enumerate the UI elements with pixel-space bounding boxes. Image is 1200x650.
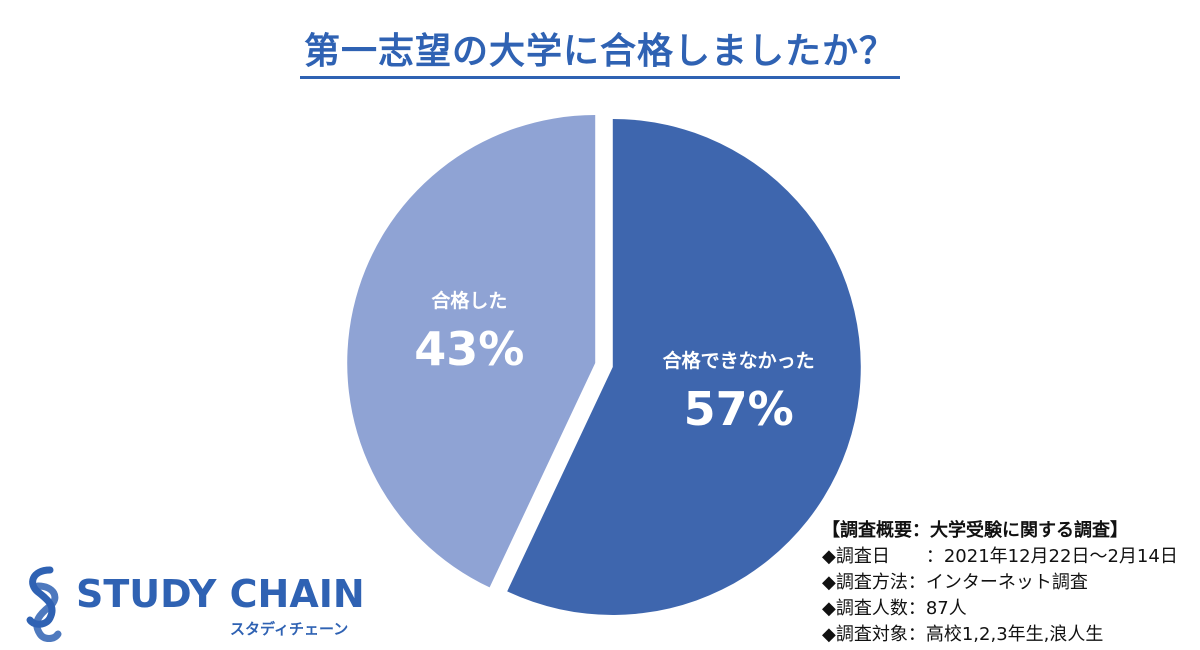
title-wrap: 第一志望の大学に合格しましたか？ [0, 22, 1200, 79]
summary-row-count: ◆調査人数：87人 [822, 596, 1192, 622]
summary-marker: ◆ [822, 624, 836, 645]
summary-row-date: ◆調査日 ：2021年12月22日～2月14日 [822, 544, 1192, 570]
summary-row-target: ◆調査対象：高校1,2,3年生,浪人生 [822, 622, 1192, 648]
summary-value: 87人 [925, 598, 967, 619]
summary-marker: ◆ [822, 546, 836, 567]
slice-label: 合格した [431, 289, 507, 312]
slice-label: 合格できなかった [663, 349, 815, 372]
slice-value-label: 57% [684, 382, 794, 436]
chart-title: 第一志望の大学に合格しましたか？ [299, 22, 900, 79]
brand-name-kana: スタディチェーン [230, 620, 349, 638]
slice-value-label: 43% [414, 322, 524, 376]
summary-sep: ： [925, 546, 944, 567]
summary-label: 調査日 [835, 546, 926, 567]
pie-slice-2 [347, 115, 596, 588]
summary-label: 調査対象 [835, 624, 908, 645]
summary-marker: ◆ [822, 572, 836, 593]
survey-summary: 【調査概要：大学受験に関する調査】 ◆調査日 ：2021年12月22日～2月14… [822, 518, 1192, 648]
study-chain-logo: STUDY CHAIN スタディチェーン [20, 564, 380, 644]
summary-value: インターネット調査 [925, 572, 1088, 593]
summary-value: 2021年12月22日～2月14日 [943, 546, 1178, 567]
summary-row-method: ◆調査方法：インターネット調査 [822, 570, 1192, 596]
chain-s-icon [26, 566, 62, 642]
summary-label: 調査方法 [835, 572, 908, 593]
summary-sep: ： [907, 572, 926, 593]
summary-value: 高校1,2,3年生,浪人生 [925, 624, 1104, 645]
summary-sep: ： [907, 624, 926, 645]
pie-slice-1 [507, 118, 861, 615]
summary-sep: ： [907, 598, 926, 619]
summary-label: 調査人数 [835, 598, 908, 619]
brand-name: STUDY CHAIN [76, 572, 365, 616]
summary-heading: 【調査概要：大学受験に関する調査】 [822, 520, 1128, 541]
summary-marker: ◆ [822, 598, 836, 619]
